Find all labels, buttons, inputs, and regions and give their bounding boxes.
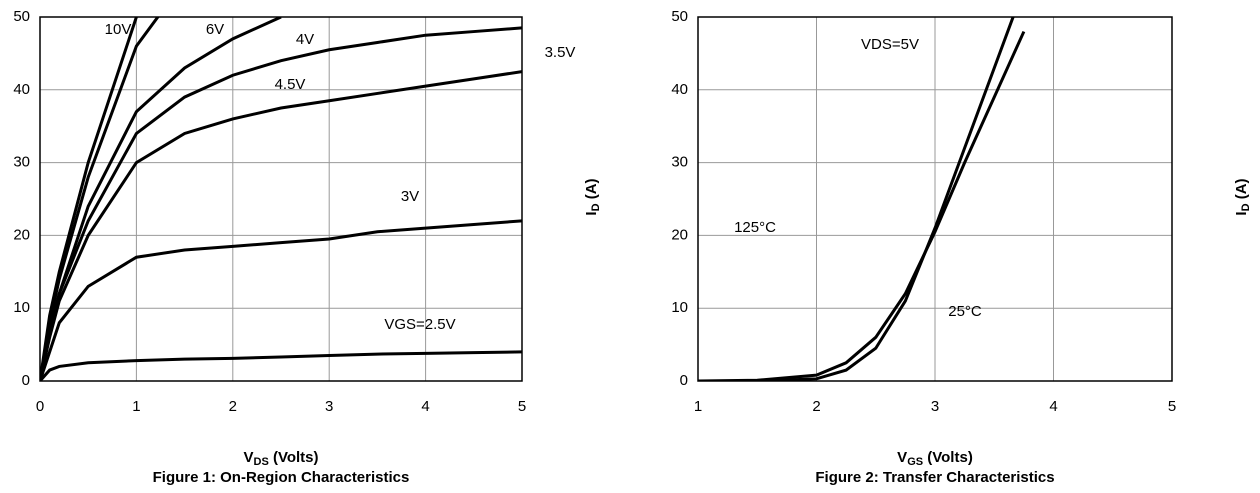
series-label: VGS=2.5V [384,316,455,333]
y-tick-label: 20 [671,226,688,243]
y-axis-label-part: (A) [1233,178,1250,203]
annotation: VDS=5V [861,36,919,53]
series-label: 6V [206,21,224,38]
series-label: 25°C [948,303,982,320]
y-tick-label: 40 [671,81,688,98]
x-tick-label: 3 [325,398,333,415]
y-tick-label: 20 [13,226,30,243]
plot-frame [39,16,523,382]
series-label: 4.5V [275,76,306,93]
x-tick-label: 5 [518,398,526,415]
x-axis-label-part: DS [254,456,269,468]
x-tick-label: 1 [694,398,702,415]
y-tick-label: 50 [13,8,30,25]
series-label: 3V [401,188,419,205]
series-label: 3.5V [545,44,576,61]
data-line [40,17,160,381]
x-tick-label: 0 [36,398,44,415]
data-line [40,26,522,381]
data-line [40,17,138,381]
y-axis-label-part: D [590,203,602,211]
y-axis-label-part: (A) [583,178,600,203]
y-tick-label: 50 [671,8,688,25]
series-label: 4V [296,31,314,48]
y-tick-label: 0 [680,372,688,389]
x-tick-label: 5 [1168,398,1176,415]
y-tick-label: 10 [13,299,30,316]
y-axis-label: ID (A) [583,178,602,215]
x-tick-label: 3 [931,398,939,415]
figure-caption: Figure 2: Transfer Characteristics [815,469,1054,486]
data-line [40,70,522,381]
data-line [40,219,522,381]
series-label: 125°C [734,219,776,236]
y-axis-label-part: I [1233,211,1250,215]
y-tick-label: 10 [671,299,688,316]
x-axis-label: VGS (Volts) [897,449,973,468]
plot-frame [697,16,1173,382]
y-tick-label: 30 [13,154,30,171]
x-axis-label: VDS (Volts) [243,449,318,468]
x-tick-label: 1 [132,398,140,415]
x-axis-label-part: (Volts) [923,449,973,466]
series-label: 10V [105,21,132,38]
x-axis-label-part: (Volts) [269,449,319,466]
x-axis-label-part: V [243,449,253,466]
y-tick-label: 30 [671,154,688,171]
x-axis-label-part: V [897,449,907,466]
x-axis-label-part: GS [907,456,923,468]
y-tick-label: 0 [22,372,30,389]
x-tick-label: 4 [1049,398,1057,415]
data-line [698,30,1026,381]
y-tick-label: 40 [13,81,30,98]
data-line [40,350,522,381]
x-tick-label: 2 [812,398,820,415]
x-tick-label: 2 [229,398,237,415]
y-axis-label-part: D [1240,203,1252,211]
figure-caption: Figure 1: On-Region Characteristics [153,469,410,486]
x-tick-label: 4 [421,398,429,415]
data-line [698,17,1015,381]
y-axis-label: ID (A) [1233,178,1252,215]
y-axis-label-part: I [583,211,600,215]
